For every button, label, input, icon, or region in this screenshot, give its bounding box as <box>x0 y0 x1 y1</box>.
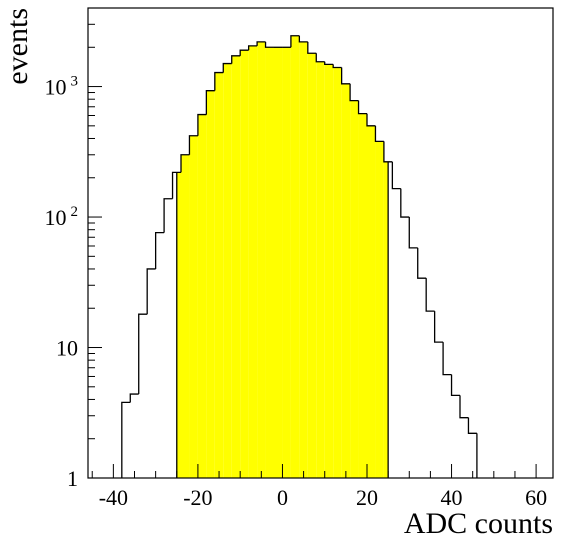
x-tick-label: 40 <box>441 485 463 510</box>
y-tick-label: 10 2 <box>45 204 79 230</box>
highlight-bin <box>176 172 181 479</box>
highlight-region-layer <box>176 35 389 479</box>
histogram-bin <box>171 171 181 199</box>
histogram-bin <box>290 35 300 48</box>
histogram-bin <box>425 278 435 312</box>
highlight-bin <box>299 41 308 478</box>
histogram-bin <box>298 35 308 43</box>
highlight-bin <box>240 50 249 479</box>
histogram-bin <box>264 41 274 48</box>
histogram-bin <box>383 141 393 163</box>
x-axis-title: ADC counts <box>404 507 553 539</box>
x-tick-label: 20 <box>356 485 378 510</box>
y-axis-title: events <box>1 8 34 85</box>
highlight-bin <box>307 53 317 478</box>
histogram-bin <box>214 71 224 91</box>
histogram-bin <box>417 247 427 279</box>
histogram-bin <box>467 417 477 434</box>
histogram-bin <box>391 161 401 190</box>
histogram-bin <box>163 198 173 233</box>
histogram-bin <box>188 135 198 155</box>
highlight-bin <box>189 135 198 478</box>
highlight-bin <box>197 114 207 478</box>
histogram-bin <box>340 67 351 85</box>
histogram-bin <box>247 45 258 51</box>
histogram-bin <box>332 64 342 69</box>
axis-ticks-layer <box>88 7 537 479</box>
highlight-bin <box>358 113 367 478</box>
histogram-bin <box>146 268 156 315</box>
histogram-bin <box>442 342 452 376</box>
histogram-bin <box>324 61 334 65</box>
highlight-bin <box>324 64 334 478</box>
histogram-bin <box>180 154 190 173</box>
histogram-bins-layer <box>121 35 478 478</box>
highlight-bin <box>214 72 224 478</box>
histogram-bin <box>374 125 384 143</box>
histogram-bin <box>222 62 232 73</box>
highlight-bin <box>341 83 351 478</box>
histogram-bin <box>349 83 359 102</box>
histogram-bin <box>138 313 148 395</box>
histogram-bin <box>231 55 241 64</box>
highlight-bin <box>350 100 359 479</box>
histogram-bin <box>205 90 215 115</box>
highlight-bin <box>290 35 300 478</box>
highlight-bin <box>333 67 342 478</box>
x-tick-label: -20 <box>183 485 212 510</box>
highlight-bin <box>274 47 283 479</box>
histogram-bin <box>197 113 207 136</box>
histogram-bin <box>256 41 266 46</box>
highlight-bin <box>375 141 384 478</box>
highlight-bin <box>265 47 274 479</box>
x-tick-label: 60 <box>525 485 547 510</box>
histogram-bin <box>315 53 325 63</box>
highlight-bin <box>248 45 258 479</box>
highlight-bin <box>282 47 291 479</box>
highlight-bin <box>223 63 232 478</box>
histogram-bin <box>154 231 165 269</box>
x-tick-label: -40 <box>99 485 128 510</box>
histogram-bin <box>121 401 131 478</box>
y-tick-label: 10 <box>56 336 78 361</box>
y-tick-label: 10 3 <box>45 74 79 100</box>
histogram-bin <box>433 311 444 343</box>
histogram-bin <box>400 188 410 218</box>
histogram-bin <box>239 49 249 56</box>
histogram-bin <box>129 393 139 403</box>
x-tick-label: 0 <box>277 485 288 510</box>
histogram-bin <box>408 217 418 249</box>
histogram-bin <box>357 100 367 115</box>
highlight-bin <box>231 55 241 478</box>
highlight-bin <box>316 61 325 478</box>
highlight-bin <box>206 90 215 478</box>
histogram-bin <box>307 41 317 54</box>
highlight-bin <box>181 154 190 478</box>
histogram-bin <box>366 113 376 127</box>
highlight-bin <box>383 161 389 478</box>
highlight-bin <box>257 41 266 478</box>
plot-frame <box>87 7 554 479</box>
histogram-bin <box>459 395 469 419</box>
histogram-bin <box>450 374 460 396</box>
highlight-bin <box>367 125 376 478</box>
y-tick-label: 1 <box>67 466 78 491</box>
